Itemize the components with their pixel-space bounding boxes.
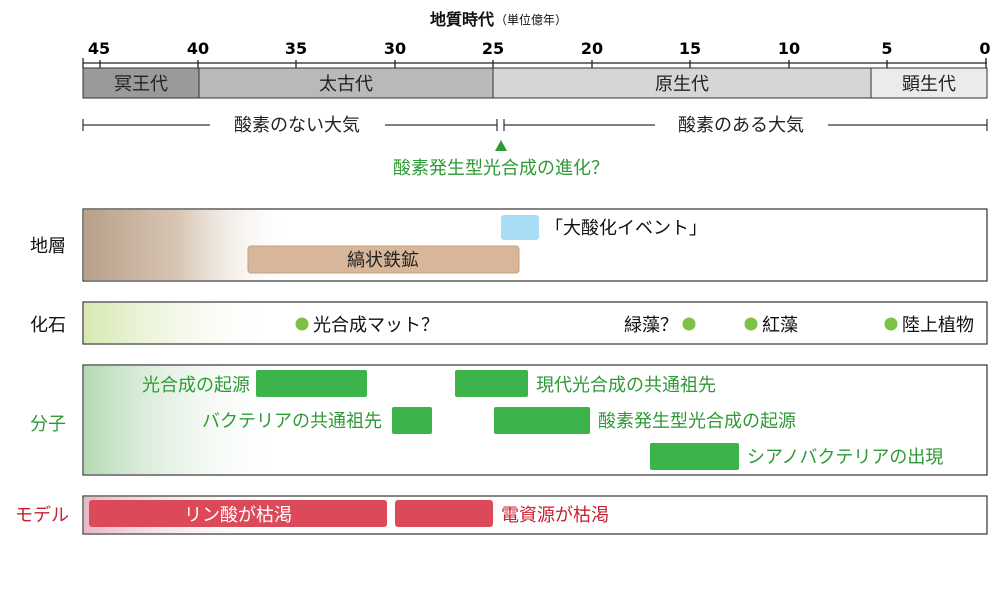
eon-label: 顕生代 — [902, 74, 956, 95]
photosynthesis-evolution-label: 酸素発生型光合成の進化？ — [393, 158, 609, 179]
tick-label: 0 — [979, 39, 990, 58]
mats-label: 光合成マット？ — [313, 315, 439, 336]
tick-label: 20 — [581, 39, 603, 58]
modern-ancestor-label: 現代光合成の共通祖先 — [536, 375, 716, 396]
red-algae-dot-icon — [744, 317, 758, 331]
bif-label: 縞状鉄鉱 — [347, 250, 419, 271]
marker-triangle-icon — [495, 140, 507, 151]
atmosphere-timeline: 酸素のない大気 酸素のある大気 酸素発生型光合成の進化？ — [82, 115, 988, 179]
time-axis: 45 40 35 30 25 20 15 10 5 0 — [82, 39, 991, 68]
strata-row: 地層 「大酸化イベント」 縞状鉄鉱 — [30, 208, 988, 282]
row-label-molecules: 分子 — [30, 414, 66, 435]
photo-origin-bar — [256, 370, 367, 397]
eon-phanerozoic — [870, 67, 988, 99]
red-algae-label: 紅藻 — [762, 315, 798, 336]
fossil-gradient — [84, 303, 284, 343]
molecules-row: 分子 光合成の起源 現代光合成の共通祖先 バクテリアの共通祖先 酸素発生型光合成… — [30, 364, 988, 476]
eon-bar: 冥王代 太古代 原生代 顕生代 — [82, 67, 988, 99]
electron-bar — [395, 500, 493, 527]
models-row: モデル リン酸が枯渇 電資源が枯渇 — [15, 495, 988, 535]
tick-label: 40 — [187, 39, 209, 58]
eon-archean — [198, 67, 494, 99]
anoxic-atmosphere-label: 酸素のない大気 — [234, 115, 360, 136]
phosphate-label: リン酸が枯渇 — [184, 505, 292, 526]
tick-label: 30 — [384, 39, 406, 58]
oxy-origin-label: 酸素発生型光合成の起源 — [598, 411, 796, 432]
bacteria-ancestor-label: バクテリアの共通祖先 — [202, 411, 382, 432]
oxic-atmosphere-label: 酸素のある大気 — [678, 115, 804, 136]
goe-label: 「大酸化イベント」 — [545, 218, 707, 239]
axis-title: 地質時代 — [430, 10, 494, 29]
oxy-origin-bar — [494, 407, 590, 434]
fossils-row: 化石 光合成マット？ 緑藻？ 紅藻 陸上植物 — [30, 301, 988, 345]
tick-label: 35 — [285, 39, 307, 58]
electron-label: 電資源が枯渇 — [501, 505, 609, 526]
eon-hadean — [82, 67, 200, 99]
tick-label: 45 — [88, 39, 110, 58]
molecule-gradient — [84, 366, 284, 474]
axis-unit: （単位億年） — [495, 12, 567, 27]
modern-ancestor-bar — [455, 370, 528, 397]
goe-bar — [501, 215, 539, 240]
green-algae-label: 緑藻？ — [624, 315, 678, 336]
land-plants-dot-icon — [884, 317, 898, 331]
row-label-strata: 地層 — [30, 236, 66, 257]
eon-proterozoic — [492, 67, 872, 99]
tick-label: 5 — [881, 39, 892, 58]
eon-label: 太古代 — [319, 74, 373, 95]
tick-label: 25 — [482, 39, 504, 58]
mats-dot-icon — [295, 317, 309, 331]
row-label-fossils: 化石 — [30, 315, 66, 336]
phosphate-bar — [89, 500, 387, 527]
cyano-label: シアノバクテリアの出現 — [747, 447, 943, 468]
tick-label: 15 — [679, 39, 701, 58]
eon-label: 冥王代 — [114, 74, 168, 95]
bacteria-ancestor-bar — [392, 407, 432, 434]
photo-origin-label: 光合成の起源 — [142, 375, 250, 396]
eon-label: 原生代 — [655, 74, 709, 95]
tick-label: 10 — [778, 39, 800, 58]
land-plants-label: 陸上植物 — [902, 315, 974, 336]
cyano-bar — [650, 443, 739, 470]
green-algae-dot-icon — [682, 317, 696, 331]
row-label-models: モデル — [15, 505, 69, 526]
bif-bar — [247, 245, 520, 274]
